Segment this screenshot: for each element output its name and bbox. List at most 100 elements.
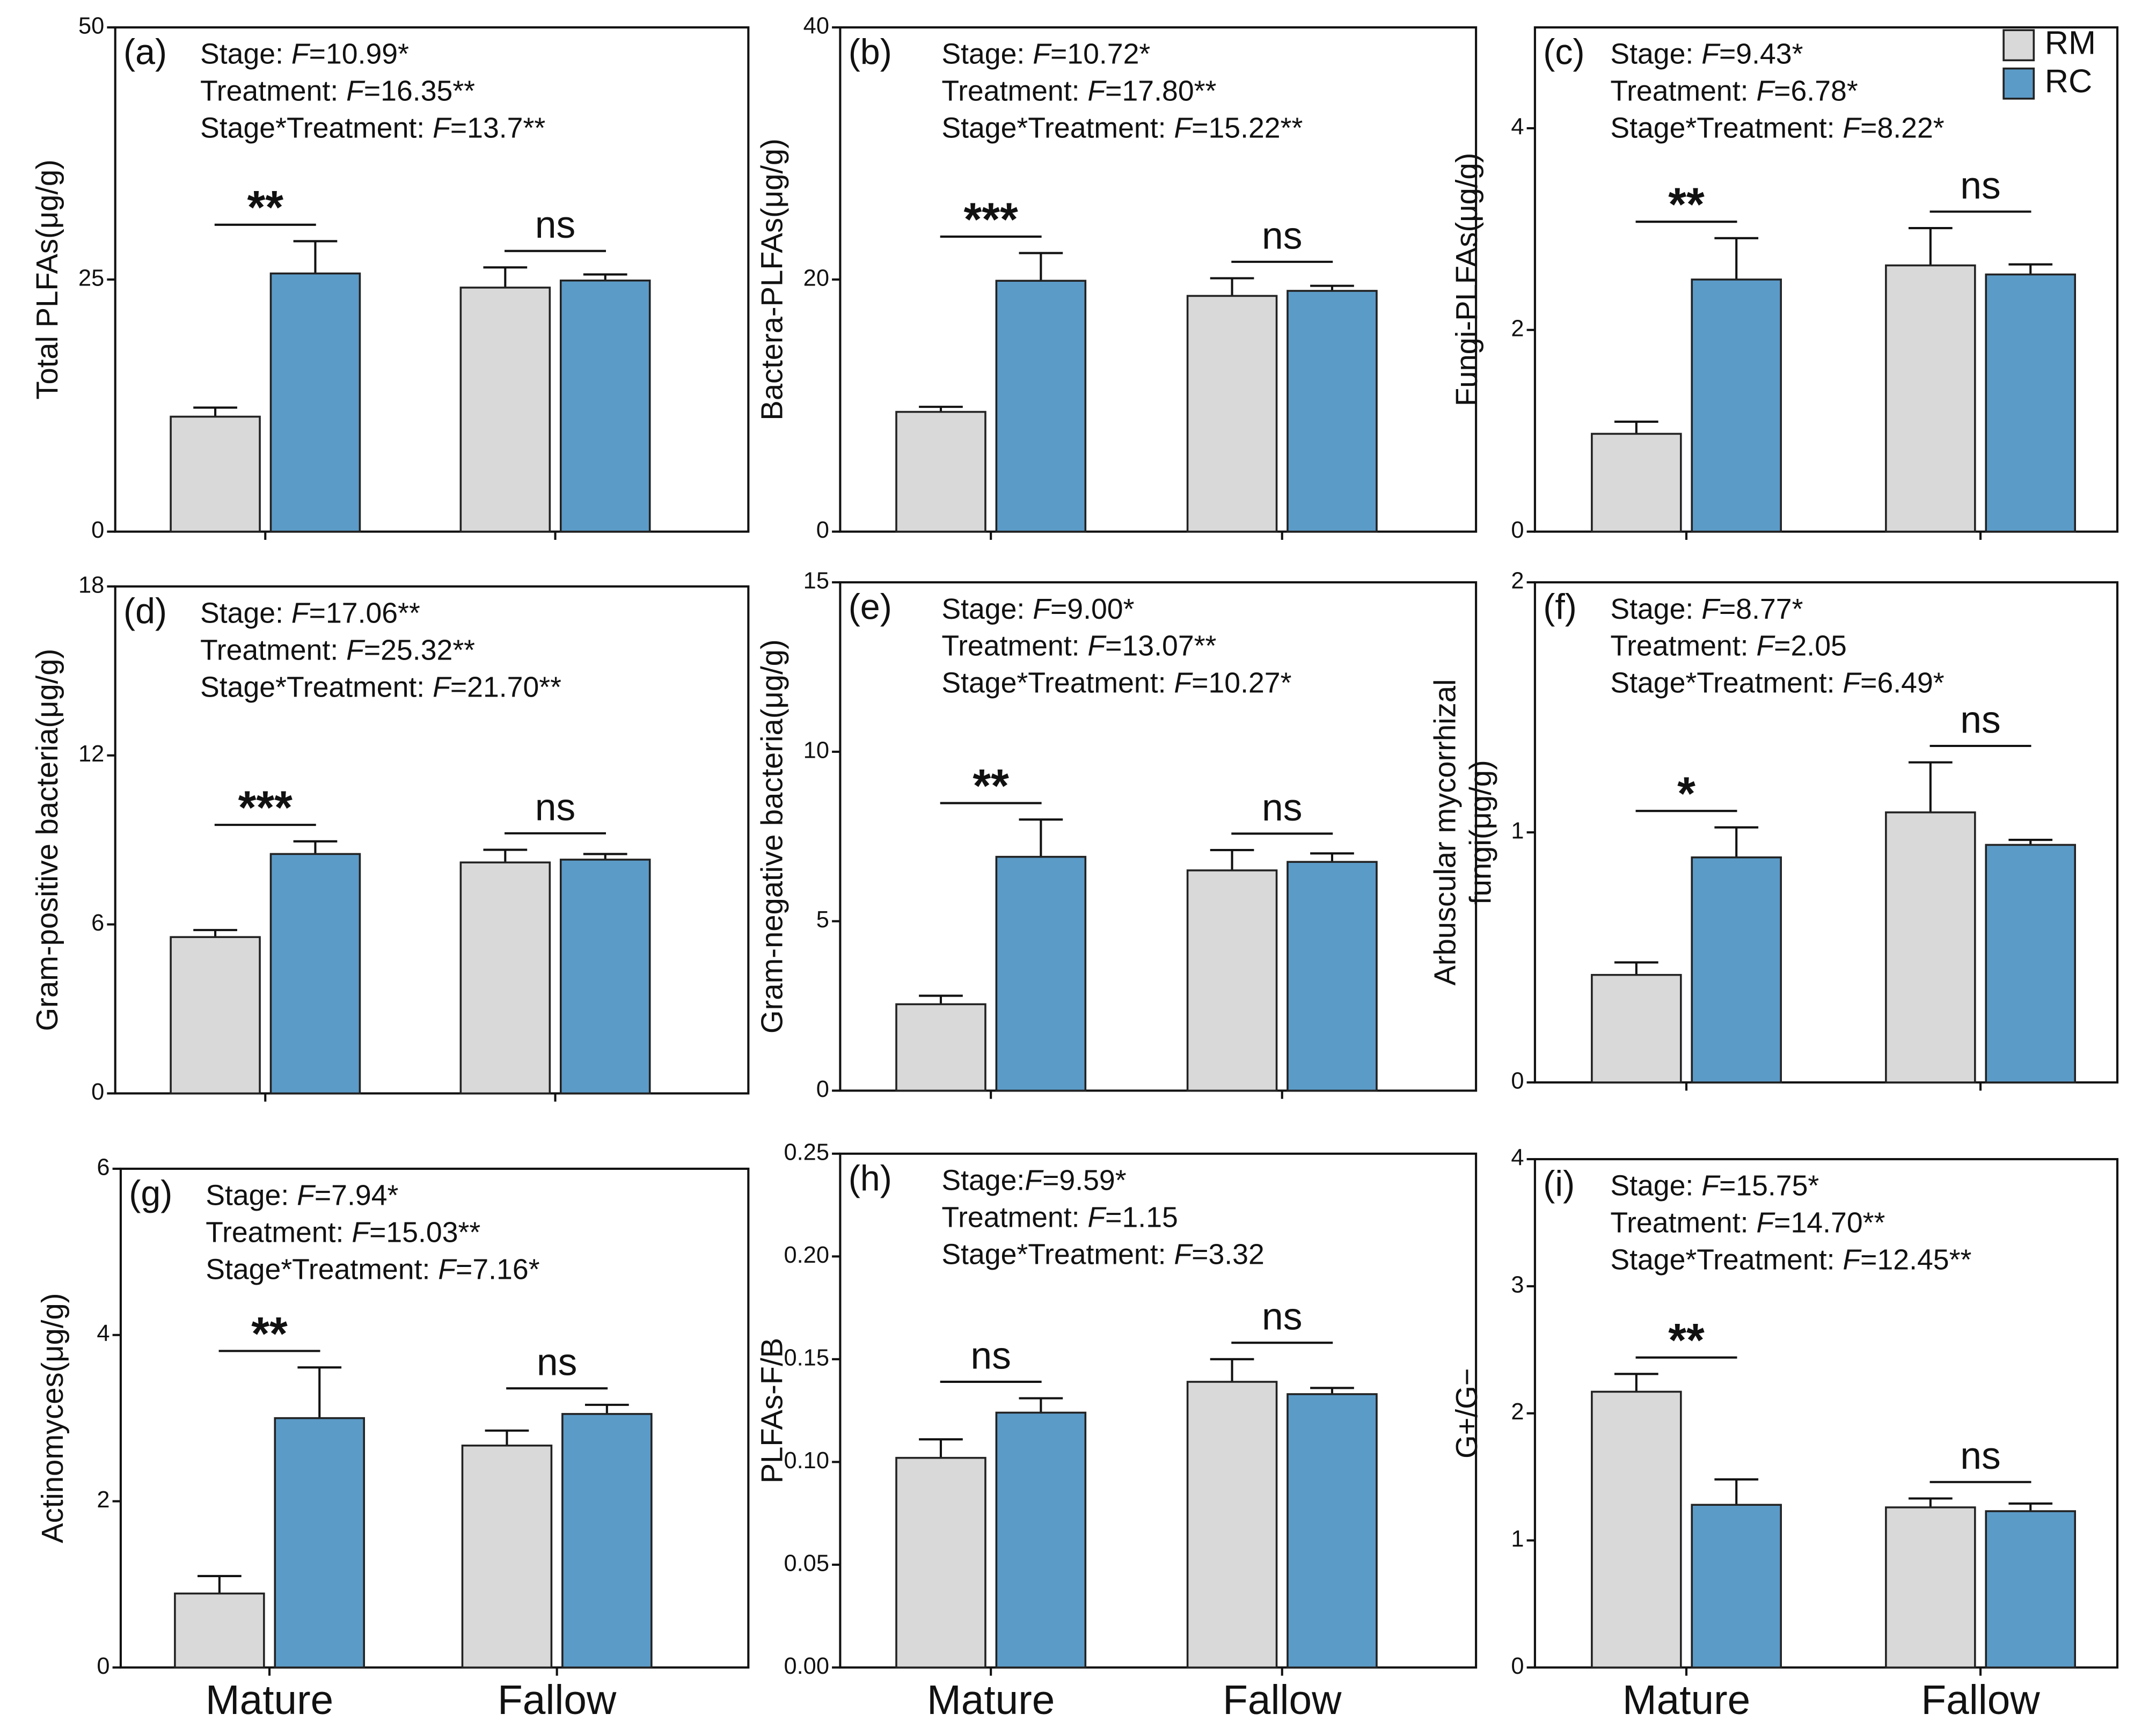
significance-label: ns — [535, 203, 576, 246]
y-axis-label: Fungi-PLFAs(μg/g) — [1450, 153, 1483, 406]
stat-line: Stage: F=7.94* — [206, 1180, 398, 1212]
bar — [895, 411, 986, 533]
significance-label: ns — [970, 1334, 1011, 1377]
bar — [459, 861, 551, 1095]
y-tick-label: 0 — [1511, 517, 1524, 543]
panel-label: (b) — [849, 33, 892, 72]
bar — [174, 1592, 265, 1669]
y-tick-label: 5 — [816, 907, 829, 933]
y-tick-label: 0.10 — [784, 1448, 829, 1474]
panel-label: (a) — [123, 33, 167, 72]
bar — [1591, 1390, 1682, 1669]
y-tick-label: 4 — [1511, 1145, 1524, 1171]
bar — [559, 279, 651, 533]
bar — [1691, 279, 1782, 533]
x-tick-label: Fallow — [498, 1678, 617, 1723]
y-tick-label: 1 — [1511, 818, 1524, 844]
bar — [170, 936, 261, 1095]
x-tick-label: Fallow — [1223, 1678, 1342, 1723]
stat-line: Stage*Treatment: F=7.16* — [206, 1254, 539, 1286]
stat-line: Treatment: F=6.78* — [1610, 75, 1858, 107]
stat-line: Treatment: F=2.05 — [1610, 630, 1847, 662]
panel-label: (e) — [849, 588, 892, 627]
plot-frame — [119, 1167, 750, 1669]
significance-label: ns — [537, 1341, 577, 1384]
legend-swatch — [2002, 67, 2035, 100]
bar — [269, 853, 361, 1095]
y-tick-label: 40 — [803, 13, 829, 39]
stat-line: Stage*Treatment: F=3.32 — [941, 1239, 1264, 1271]
bar — [895, 1003, 986, 1092]
significance-label: * — [1677, 768, 1695, 820]
stat-line: Stage: F=10.72* — [941, 38, 1150, 70]
bar — [895, 1456, 986, 1669]
y-tick-label: 6 — [91, 910, 104, 936]
bar — [561, 1413, 653, 1669]
stat-line: Treatment: F=17.80** — [941, 75, 1216, 107]
y-axis-label: Actinomyces(μg/g) — [35, 1293, 69, 1543]
significance-label: *** — [238, 782, 293, 834]
y-tick-label: 12 — [78, 741, 104, 767]
significance-label: ** — [973, 760, 1009, 812]
bar — [1885, 1506, 1976, 1669]
y-tick-label: 0 — [816, 1076, 829, 1102]
y-tick-label: 20 — [803, 265, 829, 291]
bar — [559, 859, 651, 1095]
y-axis-label: Gram-positive bacteria(μg/g) — [30, 649, 64, 1031]
plot-frame — [839, 581, 1478, 1092]
bar — [1186, 295, 1278, 533]
panel-label: (c) — [1543, 33, 1584, 72]
y-tick-label: 0.20 — [784, 1242, 829, 1268]
stat-line: Treatment: F=25.32** — [200, 634, 475, 666]
bar — [274, 1417, 366, 1669]
bar — [1591, 973, 1682, 1083]
y-tick-label: 2 — [1511, 568, 1524, 594]
bar — [995, 280, 1087, 533]
bar — [1985, 1510, 2076, 1669]
significance-label: ** — [247, 181, 283, 233]
legend-label: RM — [2045, 24, 2096, 61]
bar — [1186, 869, 1278, 1092]
stat-line: Stage: F=17.06** — [200, 597, 420, 629]
y-tick-label: 0 — [1511, 1653, 1524, 1679]
bar — [1186, 1381, 1278, 1669]
y-axis-label: Total PLFAs(μg/g) — [30, 159, 64, 399]
y-tick-label: 10 — [803, 737, 829, 763]
significance-label: ns — [535, 786, 576, 829]
bar — [459, 287, 551, 533]
stat-line: Stage*Treatment: F=12.45** — [1610, 1244, 1971, 1276]
y-axis-label: Gram-negative bacteria(μg/g) — [755, 639, 789, 1034]
significance-label: ns — [1960, 164, 2001, 207]
legend-label: RC — [2045, 63, 2093, 99]
stat-line: Stage: F=8.77* — [1610, 593, 1803, 625]
significance-label: ns — [1262, 214, 1303, 257]
y-tick-label: 0 — [1511, 1068, 1524, 1094]
panel-label: (f) — [1543, 588, 1577, 627]
plot-frame — [114, 585, 750, 1095]
y-axis-label: fungi(μg/g) — [1464, 760, 1497, 905]
panel-label: (i) — [1543, 1164, 1575, 1204]
y-tick-label: 2 — [97, 1487, 109, 1513]
y-tick-label: 0.25 — [784, 1139, 829, 1165]
bar — [995, 855, 1087, 1092]
y-tick-label: 6 — [97, 1154, 109, 1180]
bar — [1691, 856, 1782, 1083]
significance-label: *** — [963, 193, 1018, 245]
significance-label: ns — [1262, 786, 1303, 829]
bar — [461, 1444, 553, 1669]
y-tick-label: 1 — [1511, 1526, 1524, 1552]
stat-line: Stage*Treatment: F=13.7** — [200, 112, 545, 144]
y-tick-label: 50 — [78, 13, 104, 39]
significance-label: ns — [1960, 698, 2001, 741]
y-axis-label: PLFAs-F/B — [755, 1338, 789, 1484]
stat-line: Stage: F=10.99* — [200, 38, 409, 70]
y-tick-label: 3 — [1511, 1272, 1524, 1298]
y-tick-label: 25 — [78, 265, 104, 291]
bar — [1885, 811, 1976, 1083]
stat-line: Stage: F=9.43* — [1610, 38, 1803, 70]
stat-line: Treatment: F=16.35** — [200, 75, 475, 107]
y-tick-label: 0.00 — [784, 1653, 829, 1679]
y-tick-label: 2 — [1511, 1399, 1524, 1425]
